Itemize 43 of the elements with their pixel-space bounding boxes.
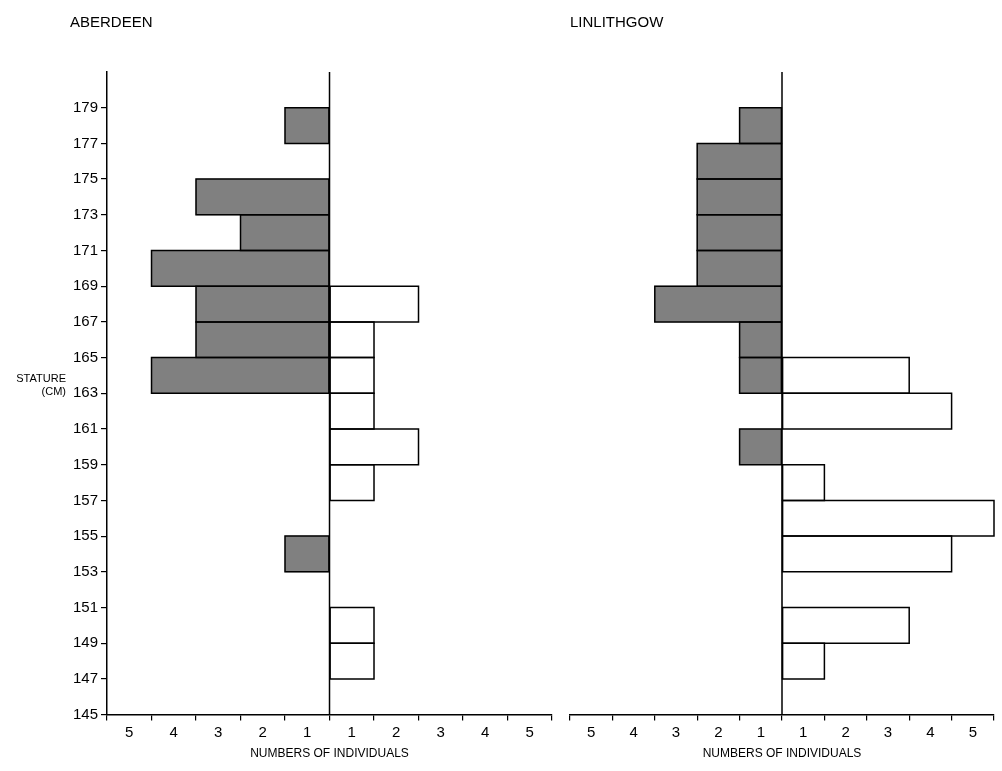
y-tick-label: 169 [73,276,99,294]
x-tick-label: 5 [525,722,534,740]
x-tick-label: 4 [481,722,490,740]
y-tick-label: 155 [73,526,99,544]
x-tick-label: 2 [714,722,723,740]
x-tick-label: 3 [671,722,681,740]
x-tick-label: 2 [258,722,267,740]
x-axis-title: NUMBERS OF INDIVIDUALS [702,746,862,761]
x-tick-label: 1 [756,722,765,740]
x-tick-label: 2 [392,722,401,740]
x-tick-label: 1 [303,722,312,740]
chart-title: LINLITHGOW [570,13,665,31]
x-axis-title: NUMBERS OF INDIVIDUALS [250,746,409,761]
y-tick-label: 163 [73,383,99,401]
y-tick-label: 165 [73,347,99,365]
y-tick-label: 161 [73,419,99,437]
y-tick-label: 153 [73,561,99,579]
y-tick-label: 147 [73,669,99,687]
chart-title: ABERDEEN [70,13,153,31]
y-tick-label: 173 [73,204,99,222]
y-tick-label: 149 [73,633,99,651]
x-tick-label: 4 [629,722,638,740]
y-tick-label: 177 [73,133,99,151]
x-tick-label: 3 [214,722,223,740]
x-tick-label: 4 [926,722,935,740]
x-tick-label: 5 [968,722,977,740]
y-tick-label: 175 [73,169,99,187]
y-axis-title: STATURE (CM) [15,372,66,398]
y-tick-label: 157 [73,490,99,508]
x-tick-label: 5 [587,722,596,740]
y-tick-label: 171 [73,240,99,258]
x-tick-label: 4 [169,722,178,740]
y-tick-label: 179 [73,97,99,115]
y-tick-label: 167 [73,312,99,330]
x-tick-label: 3 [883,722,893,740]
x-tick-label: 3 [436,722,445,740]
y-tick-label: 151 [73,597,99,615]
y-tick-label: 159 [73,454,99,472]
y-tick-label: 145 [73,704,99,722]
x-tick-label: 2 [841,722,850,740]
x-tick-label: 1 [347,722,356,740]
x-tick-label: 5 [125,722,134,740]
x-tick-label: 1 [799,722,808,740]
